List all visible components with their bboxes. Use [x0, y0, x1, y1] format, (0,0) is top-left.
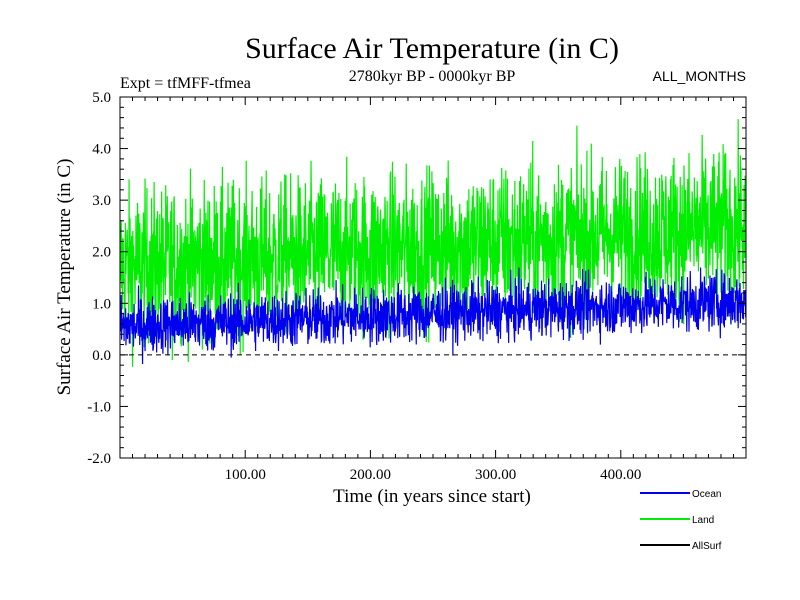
x-tick-label: 200.00	[350, 467, 391, 483]
plot-area	[119, 96, 747, 459]
x-tick-label: 100.00	[225, 467, 266, 483]
y-tick-label: -2.0	[87, 451, 111, 467]
y-axis-label: Surface Air Temperature (in C)	[54, 159, 75, 396]
x-tick-label: 300.00	[475, 467, 516, 483]
y-tick-label: 4.0	[92, 142, 111, 158]
months-label: ALL_MONTHS	[653, 68, 746, 84]
x-tick-label: 400.00	[600, 467, 641, 483]
legend-label-ocean: Ocean	[692, 489, 721, 500]
period-label: 2780kyr BP - 0000kyr BP	[349, 68, 516, 85]
experiment-label: Expt = tfMFF-tfmea	[120, 75, 251, 92]
y-tick-label: 1.0	[92, 296, 111, 312]
series-line-ocean	[120, 267, 746, 365]
legend: Ocean Land AllSurf	[640, 489, 722, 552]
ticks: 100.00 200.00 300.00 400.00 -2.0 -1.0 0.0 1.0 2.…	[87, 90, 746, 483]
legend-label-allsurf: AllSurf	[692, 541, 722, 552]
y-tick-label: 5.0	[92, 90, 111, 106]
x-axis-label: Time (in years since start)	[333, 486, 531, 507]
y-tick-label: 3.0	[92, 193, 111, 209]
y-tick-label: 0.0	[92, 348, 111, 364]
legend-label-land: Land	[692, 515, 714, 526]
y-tick-label: -1.0	[87, 399, 111, 415]
y-tick-label: 2.0	[92, 245, 111, 261]
chart-title: Surface Air Temperature (in C)	[245, 32, 619, 65]
series-layer	[120, 119, 746, 367]
